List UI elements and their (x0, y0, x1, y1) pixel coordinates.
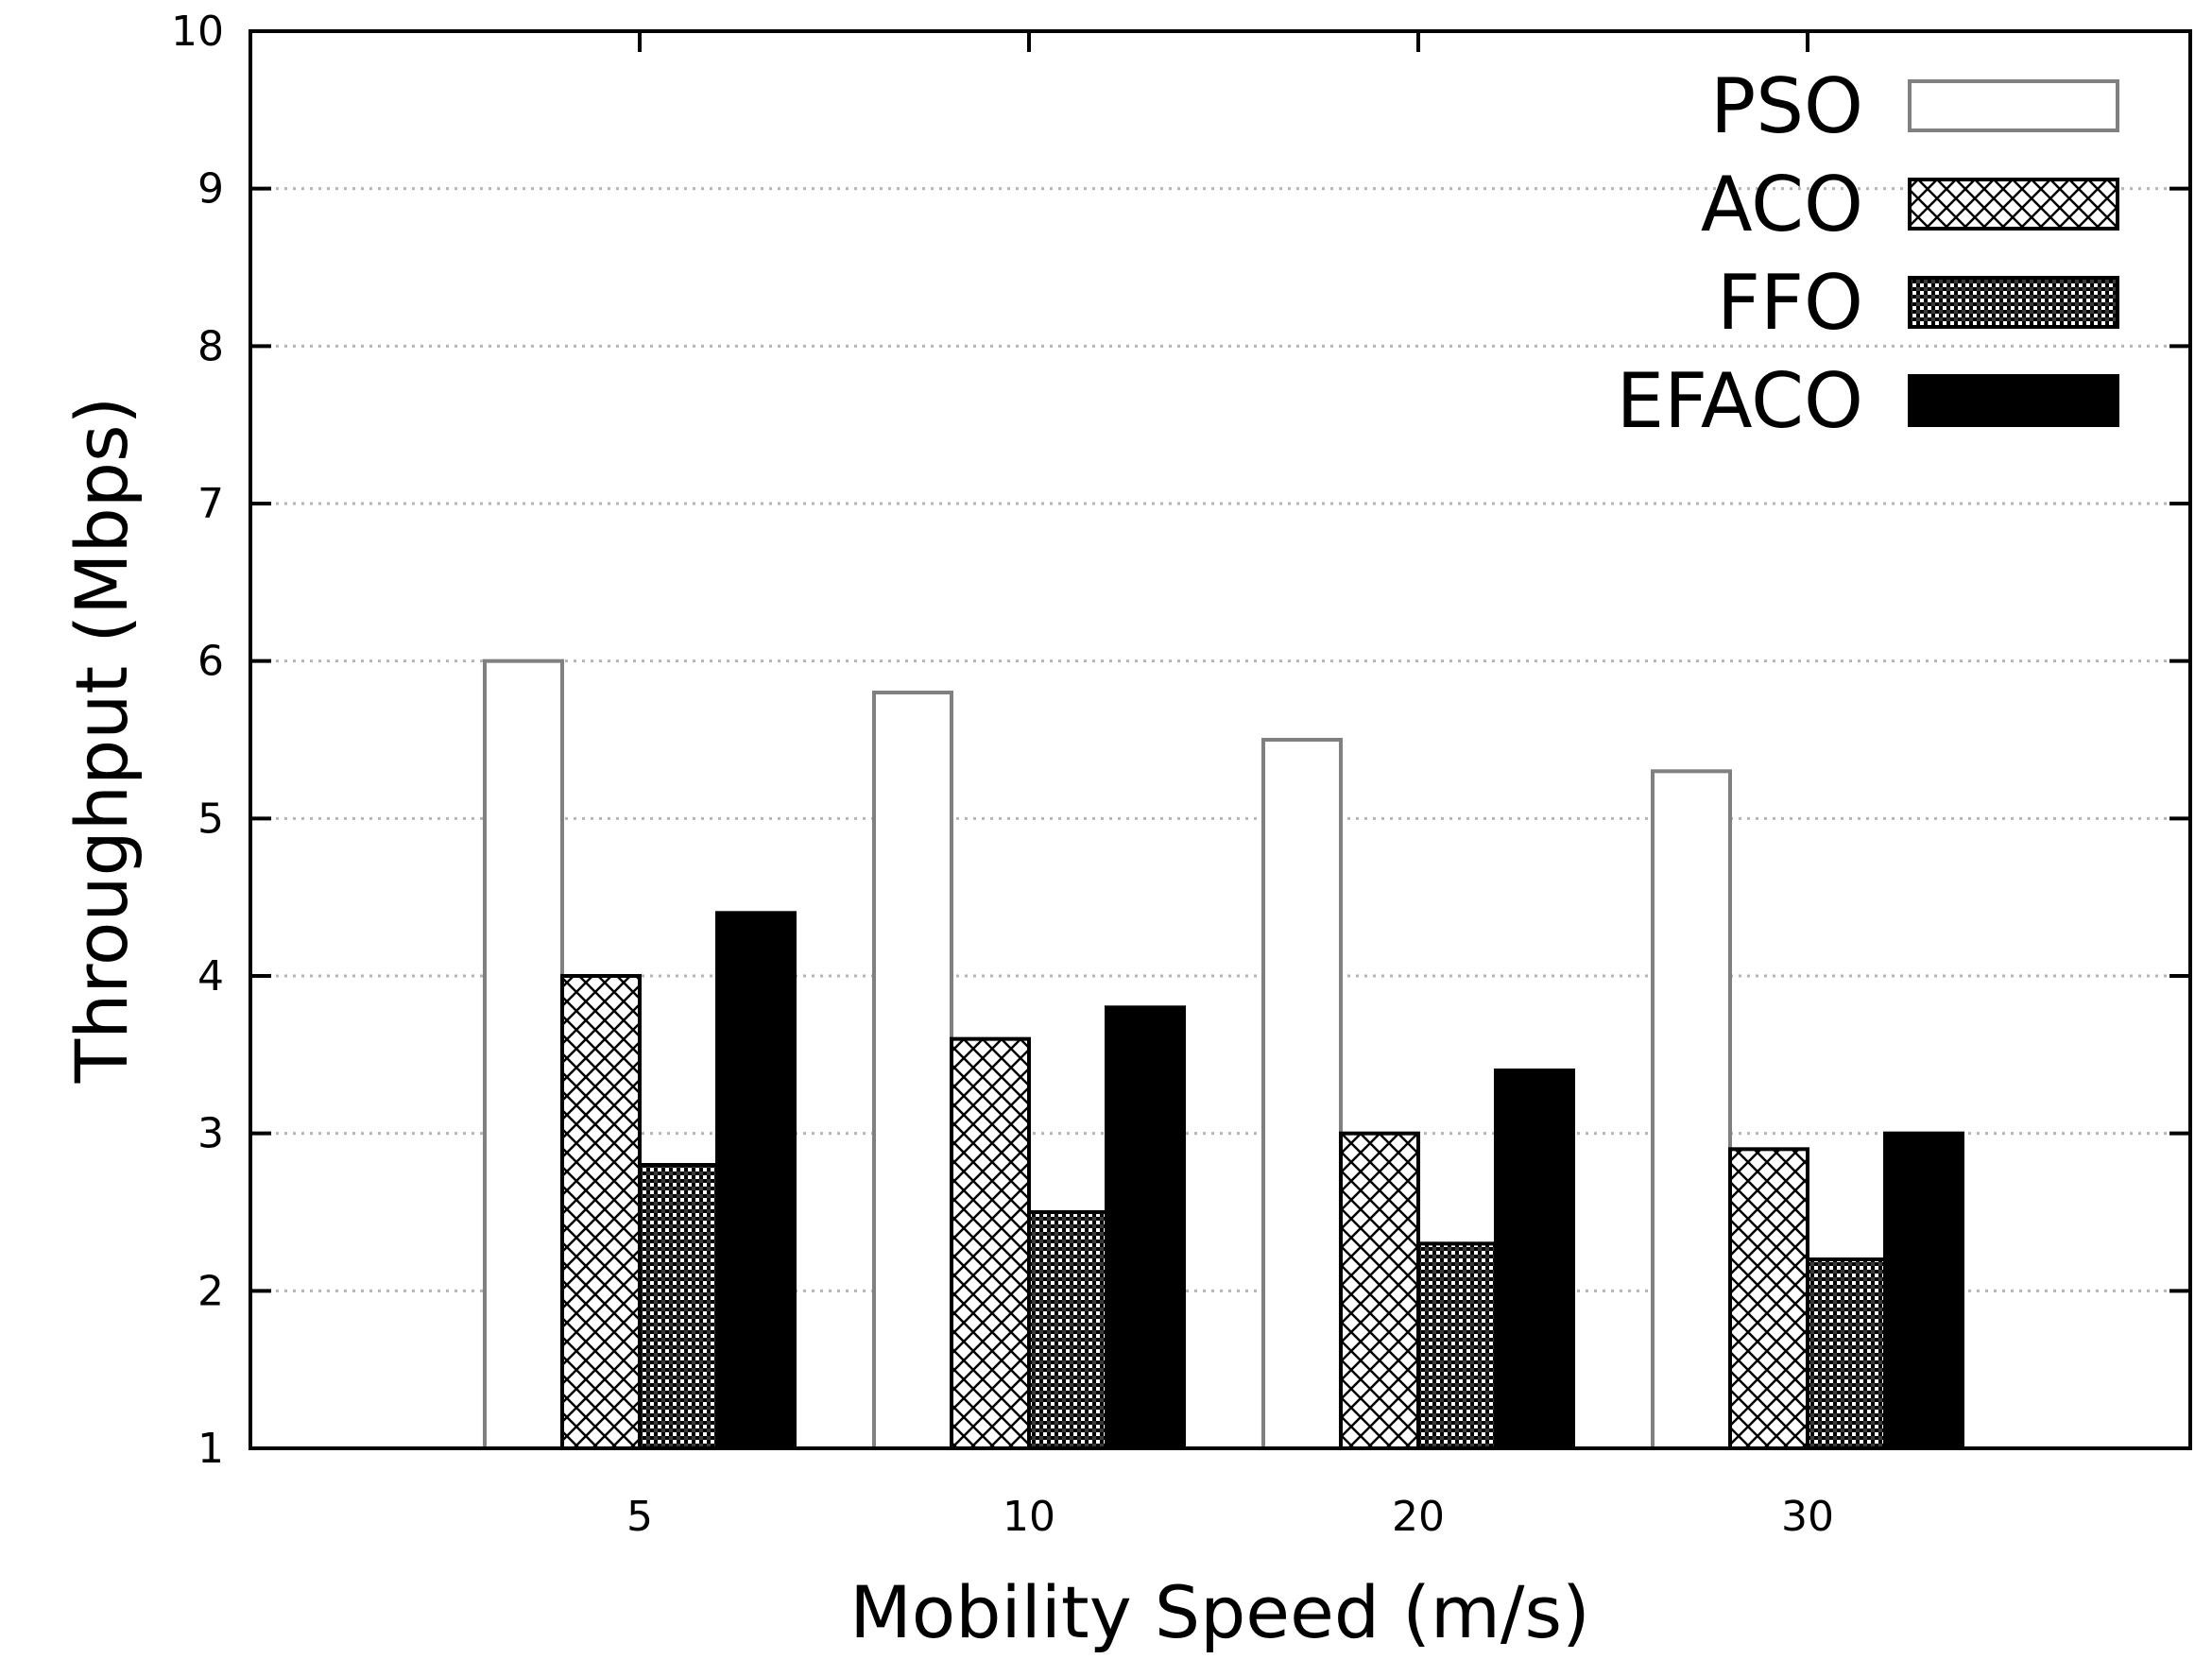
y-tick-label: 3 (197, 1110, 224, 1158)
legend-swatch-aco (1908, 178, 2119, 231)
y-tick-label: 2 (197, 1267, 224, 1315)
bar-aco-10 (950, 1036, 1031, 1450)
bar-pso-5 (483, 658, 564, 1450)
bar-ffo-10 (1027, 1210, 1108, 1450)
bar-pso-30 (1651, 769, 1732, 1450)
legend-label-aco: ACO (1701, 161, 1863, 248)
x-tick-label: 20 (1392, 1493, 1445, 1541)
y-tick-label: 9 (197, 165, 224, 214)
y-tick-labels: 1 2 3 4 5 6 7 8 9 10 (171, 8, 224, 1473)
legend-swatch-pso (1908, 79, 2119, 132)
legend-swatch-ffo (1908, 276, 2119, 329)
bar-aco-20 (1339, 1131, 1420, 1450)
bar-aco-30 (1728, 1147, 1809, 1451)
bar-ffo-30 (1806, 1257, 1887, 1450)
y-axis-title: Throughput (Mbps) (60, 397, 144, 1085)
bar-ffo-5 (638, 1163, 719, 1450)
y-tick-label: 1 (197, 1425, 224, 1473)
bars (483, 658, 1964, 1451)
y-tick-label: 5 (197, 795, 224, 843)
y-tick-label: 6 (197, 638, 224, 686)
bar-pso-10 (872, 691, 953, 1450)
legend-label-ffo: FFO (1717, 259, 1863, 347)
x-tick-label: 30 (1781, 1493, 1834, 1541)
legend-label-efaco: EFACO (1617, 357, 1863, 445)
legend-label-pso: PSO (1710, 62, 1863, 150)
bar-efaco-5 (715, 911, 797, 1450)
bar-ffo-20 (1416, 1241, 1498, 1451)
bar-efaco-30 (1883, 1131, 1964, 1450)
bar-efaco-20 (1494, 1069, 1575, 1450)
bar-efaco-10 (1105, 1005, 1186, 1451)
bar-pso-20 (1261, 738, 1343, 1450)
x-tick-label: 5 (626, 1493, 653, 1541)
axis-ticks (250, 29, 2190, 1450)
x-tick-labels: 5 10 20 30 (626, 1493, 1834, 1541)
plot-frame (249, 29, 2192, 1450)
legend: PSO ACO FFO EFACO (1617, 62, 2119, 445)
x-axis-title: Mobility Speed (m/s) (849, 1570, 1590, 1654)
y-tick-label: 10 (171, 8, 224, 56)
bar-aco-5 (560, 974, 642, 1450)
y-tick-label: 4 (197, 952, 224, 1001)
x-tick-label: 10 (1003, 1493, 1055, 1541)
y-tick-label: 8 (197, 322, 224, 370)
legend-swatch-efaco (1908, 374, 2119, 427)
y-tick-label: 7 (197, 480, 224, 528)
